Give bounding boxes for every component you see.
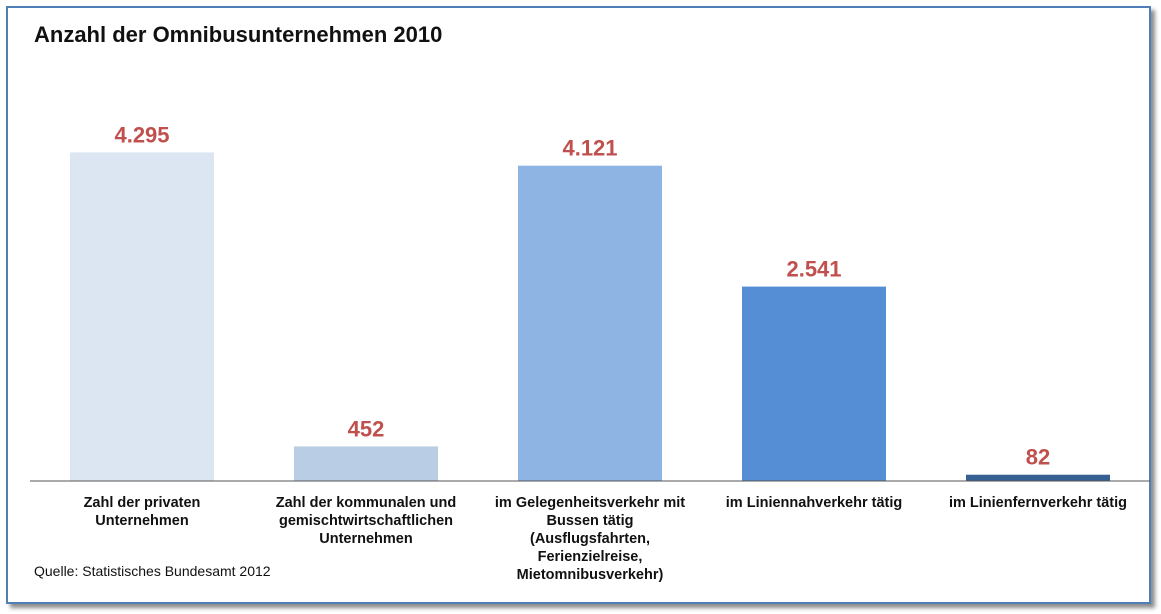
category-label-line: Unternehmen [95, 513, 188, 529]
category-label-line: Mietomnibusverkehr) [517, 567, 664, 583]
category-label-line: Bussen tätig [546, 513, 633, 529]
bar-4 [742, 286, 886, 481]
value-label-3: 4.121 [562, 136, 617, 161]
source-note: Quelle: Statistisches Bundesamt 2012 [34, 563, 271, 579]
value-label-1: 4.295 [114, 122, 169, 147]
category-label-1: Zahl der privaten Unternehmen [84, 495, 201, 529]
category-label-line: Unternehmen [319, 531, 412, 547]
category-label-line: im Linienfernverkehr tätig [949, 495, 1127, 511]
value-label-5: 82 [1026, 445, 1050, 470]
bar-1 [70, 152, 214, 481]
bar-2 [294, 446, 438, 481]
category-label-line: Ferienzielreise, [538, 549, 643, 565]
chart-title: Anzahl der Omnibusunternehmen 2010 [34, 22, 443, 47]
category-label-4: im Liniennahverkehr tätig [726, 495, 902, 511]
category-label-line: im Gelegenheitsverkehr mit [495, 495, 685, 511]
category-label-line: im Liniennahverkehr tätig [726, 495, 902, 511]
category-label-line: gemischtwirtschaftlichen [279, 513, 453, 529]
category-label-line: Zahl der kommunalen und [276, 495, 456, 511]
value-label-4: 2.541 [786, 257, 841, 282]
bar-3 [518, 165, 662, 481]
bar-5 [966, 474, 1110, 481]
category-label-2: Zahl der kommunalen und gemischtwirtschaf… [276, 495, 456, 547]
value-label-2: 452 [348, 416, 385, 441]
category-label-5: im Linienfernverkehr tätig [949, 495, 1127, 511]
category-label-3: im Gelegenheitsverkehr mit Bussen tätig (A… [495, 495, 685, 583]
category-label-line: (Ausflugsfahrten, [530, 531, 650, 547]
category-label-line: Zahl der privaten [84, 495, 201, 511]
